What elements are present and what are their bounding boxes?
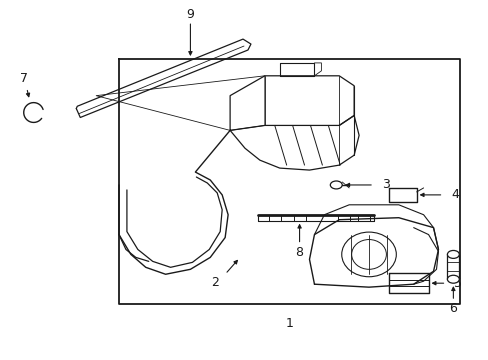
Text: 4: 4 [450, 188, 458, 201]
Text: 6: 6 [448, 302, 456, 315]
Text: 5: 5 [453, 277, 462, 290]
Text: 8: 8 [295, 246, 303, 259]
Text: 7: 7 [20, 72, 28, 85]
Ellipse shape [447, 275, 458, 283]
Text: 1: 1 [285, 318, 293, 330]
Ellipse shape [447, 251, 458, 258]
Text: 2: 2 [211, 276, 219, 289]
Text: 9: 9 [186, 8, 194, 21]
Text: 3: 3 [381, 179, 389, 192]
